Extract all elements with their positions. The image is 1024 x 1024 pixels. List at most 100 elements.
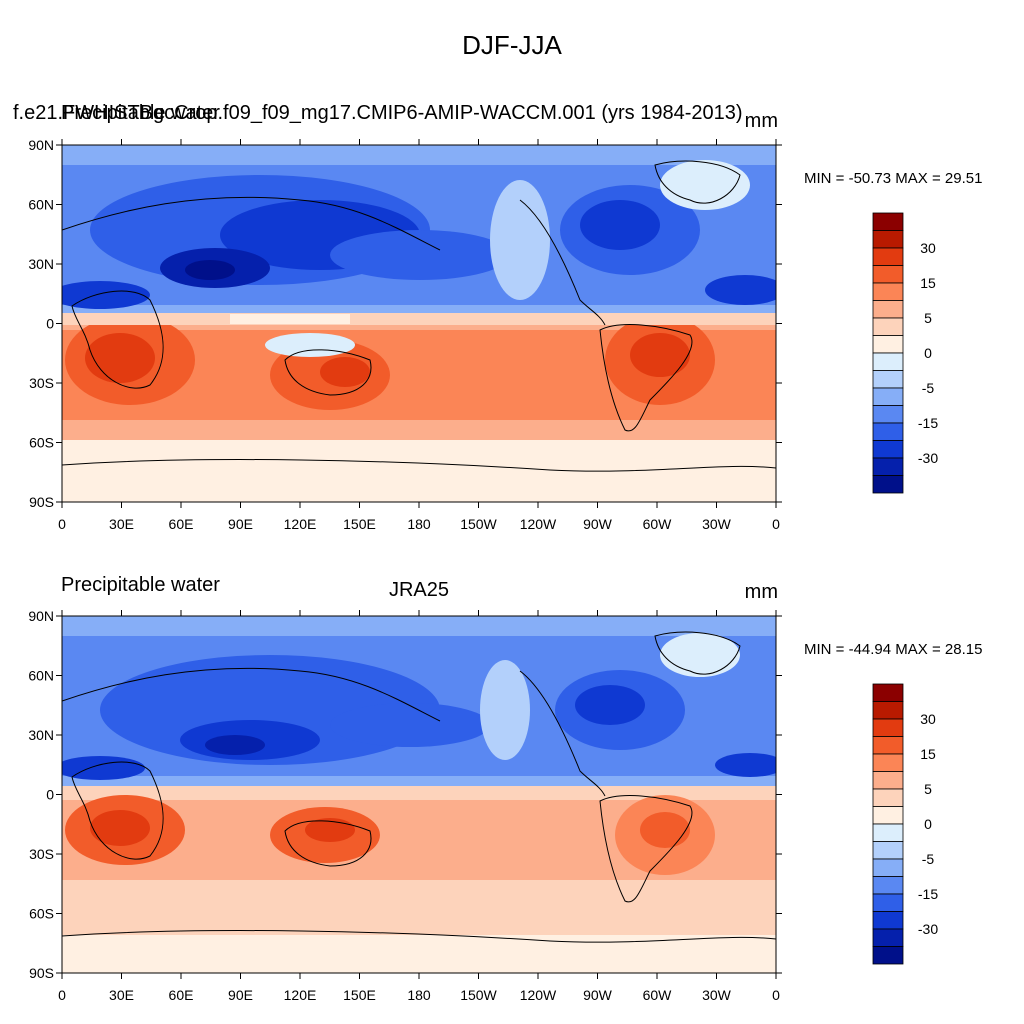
- colorbar-swatch: [872, 718, 904, 737]
- panel1-variable-label: Precipitable water: [61, 102, 220, 124]
- colorbar-swatch: [872, 893, 904, 912]
- colorbar-label: -5: [922, 851, 935, 867]
- colorbar-swatch: [872, 771, 904, 790]
- panel1-lon-label: 150W: [460, 516, 497, 532]
- colorbar-swatch: [872, 683, 904, 702]
- panel2-lon-label: 0: [772, 987, 780, 1003]
- panel1-min-max: MIN = -50.73 MAX = 29.51: [804, 170, 983, 187]
- panel2-lat-label: 60N: [28, 668, 54, 684]
- colorbar-swatch: [872, 440, 904, 459]
- colorbar-swatch: [872, 876, 904, 895]
- panel1-case-label: f.e21.FWHISTBgcCrop.f09_f09_mg17.CMIP6-A…: [13, 102, 743, 124]
- colorbar-swatch: [872, 701, 904, 720]
- colorbar-label: -15: [918, 886, 938, 902]
- panel2-lon-label: 120W: [520, 987, 557, 1003]
- panel2-lon-label: 30W: [702, 987, 732, 1003]
- colorbar-swatch: [872, 300, 904, 319]
- panel2-lon-label: 150W: [460, 987, 497, 1003]
- panel2-lon-label: 0: [58, 987, 66, 1003]
- colorbar-label: 0: [924, 816, 932, 832]
- colorbar-swatch: [872, 946, 904, 965]
- panel1-lon-label: 90W: [583, 516, 613, 532]
- panel1-units-label: mm: [744, 110, 778, 132]
- panel1-map: [62, 145, 776, 502]
- panel2-units-label: mm: [744, 581, 778, 603]
- figure-title: DJF-JJA: [462, 30, 562, 60]
- colorbar-label: 5: [924, 781, 932, 797]
- panel1-lon-label: 0: [772, 516, 780, 532]
- panel2-lat-label: 60S: [29, 906, 54, 922]
- colorbar-label: 0: [924, 345, 932, 361]
- colorbar-swatch: [872, 475, 904, 494]
- colorbar-label: -5: [922, 380, 935, 396]
- panel2-lat-label: 0: [46, 787, 54, 803]
- panel2-lon-label: 150E: [343, 987, 376, 1003]
- colorbar-swatch: [872, 335, 904, 354]
- panel1-lon-label: 90E: [228, 516, 253, 532]
- panel1-lon-label: 30W: [702, 516, 732, 532]
- colorbar-swatch: [872, 212, 904, 231]
- colorbar-swatch: [872, 928, 904, 947]
- colorbar-swatch: [872, 352, 904, 371]
- colorbar-label: -30: [918, 921, 938, 937]
- panel1-lat-label: 90N: [28, 137, 54, 153]
- colorbar-swatch: [872, 823, 904, 842]
- colorbar-swatch: [872, 858, 904, 877]
- panel2-lat-label: 30S: [29, 846, 54, 862]
- colorbar-swatch: [872, 230, 904, 249]
- panel2-lat-label: 90S: [29, 965, 54, 981]
- colorbar-label: 30: [920, 240, 936, 256]
- panel1-lat-label: 30N: [28, 256, 54, 272]
- panel1-lat-label: 0: [46, 316, 54, 332]
- panel2-lat-label: 90N: [28, 608, 54, 624]
- colorbar-swatch: [872, 317, 904, 336]
- panel1-lon-label: 0: [58, 516, 66, 532]
- panel2-lat-label: 30N: [28, 727, 54, 743]
- panel1-lon-label: 150E: [343, 516, 376, 532]
- colorbar-swatch: [872, 753, 904, 772]
- colorbar-label: 15: [920, 275, 936, 291]
- panel1-lat-label: 30S: [29, 375, 54, 391]
- panel1-lon-label: 60W: [643, 516, 673, 532]
- panel2-lon-label: 60E: [169, 987, 194, 1003]
- panel2-colorbar: 30 15 5 0 -5 -15 -30: [872, 683, 938, 965]
- panel2-lon-label: 180: [407, 987, 431, 1003]
- panel1-colorbar: 30 15 5 0 -5 -15 -30: [872, 212, 938, 494]
- panel2-variable-label: Precipitable water: [61, 574, 220, 596]
- colorbar-swatch: [872, 911, 904, 930]
- colorbar-swatch: [872, 247, 904, 266]
- colorbar-label: -30: [918, 450, 938, 466]
- panel1-lon-label: 30E: [109, 516, 134, 532]
- panel1-lat-label: 90S: [29, 494, 54, 510]
- panel2-dataset-label: JRA25: [388, 579, 450, 601]
- panel2-map: [62, 616, 776, 973]
- panel1-lat-label: 60N: [28, 197, 54, 213]
- colorbar-label: 30: [920, 711, 936, 727]
- panel1-lon-label: 120W: [520, 516, 557, 532]
- panel2-lon-label: 90E: [228, 987, 253, 1003]
- colorbar-swatch: [872, 422, 904, 441]
- colorbar-swatch: [872, 736, 904, 755]
- colorbar-label: 5: [924, 310, 932, 326]
- panel2-min-max: MIN = -44.94 MAX = 28.15: [804, 641, 983, 658]
- panel2-lon-label: 30E: [109, 987, 134, 1003]
- colorbar-label: -15: [918, 415, 938, 431]
- colorbar-swatch: [872, 405, 904, 424]
- panel2-lon-label: 60W: [643, 987, 673, 1003]
- panel1-lon-label: 60E: [169, 516, 194, 532]
- panel2-lon-label: 90W: [583, 987, 613, 1003]
- colorbar-swatch: [872, 282, 904, 301]
- panel1-lon-label: 120E: [284, 516, 317, 532]
- colorbar-swatch: [872, 788, 904, 807]
- panel2-lon-label: 120E: [284, 987, 317, 1003]
- colorbar-swatch: [872, 806, 904, 825]
- colorbar-label: 15: [920, 746, 936, 762]
- panel1-lat-label: 60S: [29, 435, 54, 451]
- colorbar-swatch: [872, 370, 904, 389]
- colorbar-swatch: [872, 457, 904, 476]
- colorbar-swatch: [872, 265, 904, 284]
- colorbar-swatch: [872, 841, 904, 860]
- colorbar-swatch: [872, 387, 904, 406]
- panel1-lon-label: 180: [407, 516, 431, 532]
